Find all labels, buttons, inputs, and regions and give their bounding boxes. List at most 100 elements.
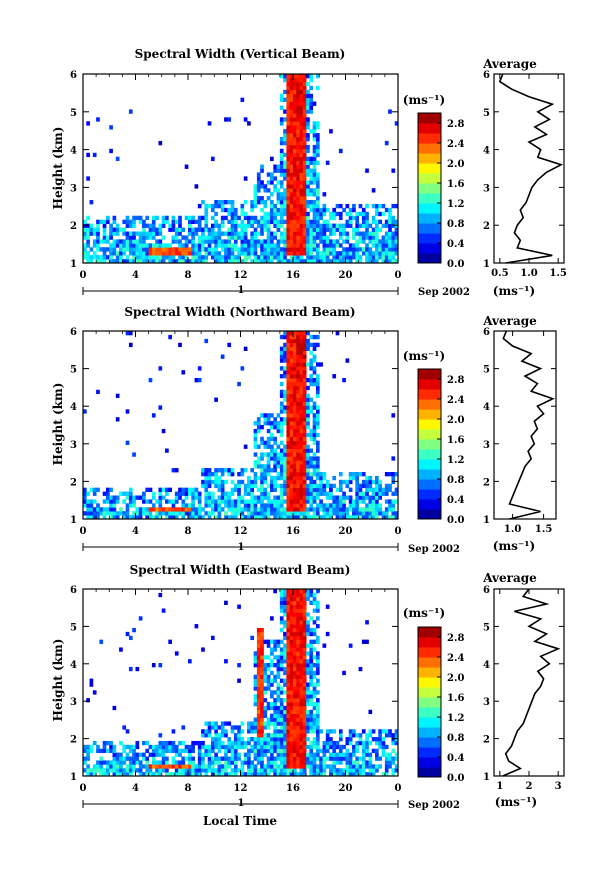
heatmap-cell	[388, 215, 392, 221]
heatmap-cell	[276, 698, 281, 703]
heatmap-cell	[391, 760, 396, 765]
heatmap-cell	[361, 215, 366, 221]
heatmap-cell	[352, 772, 356, 777]
heatmap-cell	[345, 223, 350, 228]
heatmap-cell	[384, 231, 389, 236]
heatmap-cell	[302, 89, 307, 95]
heatmap-cell	[279, 354, 284, 359]
heatmap-cell	[289, 448, 294, 453]
heatmap-cell	[306, 701, 310, 707]
heatmap-cell	[279, 259, 284, 264]
heatmap-cell	[293, 192, 297, 197]
heatmap-cell	[345, 495, 350, 500]
heatmap-cell	[125, 631, 130, 637]
heatmap-cell	[86, 255, 90, 260]
heatmap-cell	[273, 215, 277, 221]
heatmap-cell	[345, 740, 350, 746]
heatmap-cell	[394, 737, 399, 742]
y-tick-label: 3	[70, 697, 77, 708]
heatmap-cell	[302, 180, 307, 185]
heatmap-cell	[247, 721, 251, 726]
heatmap-cell	[230, 200, 235, 205]
heatmap-cell	[391, 503, 396, 508]
heatmap-cell	[296, 670, 300, 676]
heatmap-cell	[329, 737, 333, 742]
heatmap-cell	[260, 659, 264, 664]
heatmap-cell	[283, 635, 287, 641]
heatmap-cell	[253, 192, 258, 197]
heatmap-cell	[276, 515, 281, 520]
heatmap-cell	[171, 255, 176, 260]
heatmap-cell	[178, 219, 182, 225]
heatmap-cell	[270, 682, 274, 687]
heatmap-cell	[302, 338, 307, 344]
heatmap-cell	[289, 713, 294, 718]
heatmap-cell	[302, 413, 307, 418]
heatmap-cell	[214, 200, 218, 205]
heatmap-cell	[381, 235, 386, 240]
heatmap-cell	[283, 374, 287, 379]
heatmap-cell	[86, 176, 90, 181]
heatmap-cell	[306, 255, 310, 260]
heatmap-cell	[214, 259, 218, 264]
heatmap-cell	[158, 255, 163, 260]
heatmap-cell	[115, 227, 120, 232]
heatmap-cell	[391, 756, 396, 761]
heatmap-cell	[125, 239, 130, 244]
heatmap-cell	[115, 251, 120, 256]
heatmap-cell	[191, 507, 195, 512]
heatmap-cell	[86, 152, 90, 158]
heatmap-cell	[115, 417, 120, 422]
heatmap-cell	[283, 397, 287, 402]
heatmap-cell	[296, 709, 300, 715]
profile-xlabel: (ms⁻¹)	[495, 795, 537, 809]
heatmap-cell	[240, 472, 245, 477]
heatmap-cell	[384, 772, 389, 777]
heatmap-cell	[96, 515, 100, 520]
heatmap-cell	[283, 604, 287, 609]
heatmap-cell	[260, 709, 264, 715]
heatmap-cell	[102, 740, 107, 746]
heatmap-cell	[230, 247, 235, 252]
heatmap-cell	[253, 239, 258, 244]
heatmap-cell	[325, 247, 330, 252]
heatmap-cell	[289, 487, 294, 492]
heatmap-cell	[253, 475, 258, 481]
heatmap-cell	[165, 255, 169, 260]
heatmap-cell	[112, 215, 117, 221]
heatmap-cell	[92, 152, 97, 158]
colorbar-tick-label: 0.8	[447, 475, 464, 486]
heatmap-cell	[322, 740, 327, 746]
heatmap-cell	[312, 694, 317, 699]
heatmap-cell	[283, 219, 287, 225]
heatmap-cell	[171, 468, 176, 473]
heatmap-cell	[296, 393, 300, 398]
heatmap-cell	[266, 452, 271, 457]
heatmap-cell	[230, 235, 235, 240]
heatmap-cell	[99, 772, 104, 777]
heatmap-cell	[112, 239, 117, 244]
heatmap-cell	[289, 342, 294, 348]
heatmap-cell	[286, 503, 291, 508]
heatmap-cell	[293, 247, 297, 252]
heatmap-cell	[220, 725, 225, 730]
heatmap-cell	[355, 733, 360, 738]
heatmap-cell	[289, 105, 294, 110]
heatmap-cell	[83, 251, 87, 256]
heatmap-cell	[306, 627, 310, 633]
heatmap-cell	[247, 219, 251, 225]
heatmap-cell	[132, 760, 136, 765]
heatmap-cell	[299, 468, 304, 473]
heatmap-cell	[325, 733, 330, 738]
heatmap-cell	[302, 608, 307, 613]
heatmap-cell	[306, 211, 310, 217]
heatmap-cell	[293, 635, 297, 641]
heatmap-cell	[296, 612, 300, 617]
heatmap-cell	[286, 105, 291, 110]
heatmap-cell	[293, 694, 297, 699]
heatmap-cell	[293, 472, 297, 477]
heatmap-cell	[299, 432, 304, 438]
heatmap-cell	[158, 760, 163, 765]
heatmap-cell	[128, 744, 133, 750]
heatmap-cell	[171, 511, 176, 516]
